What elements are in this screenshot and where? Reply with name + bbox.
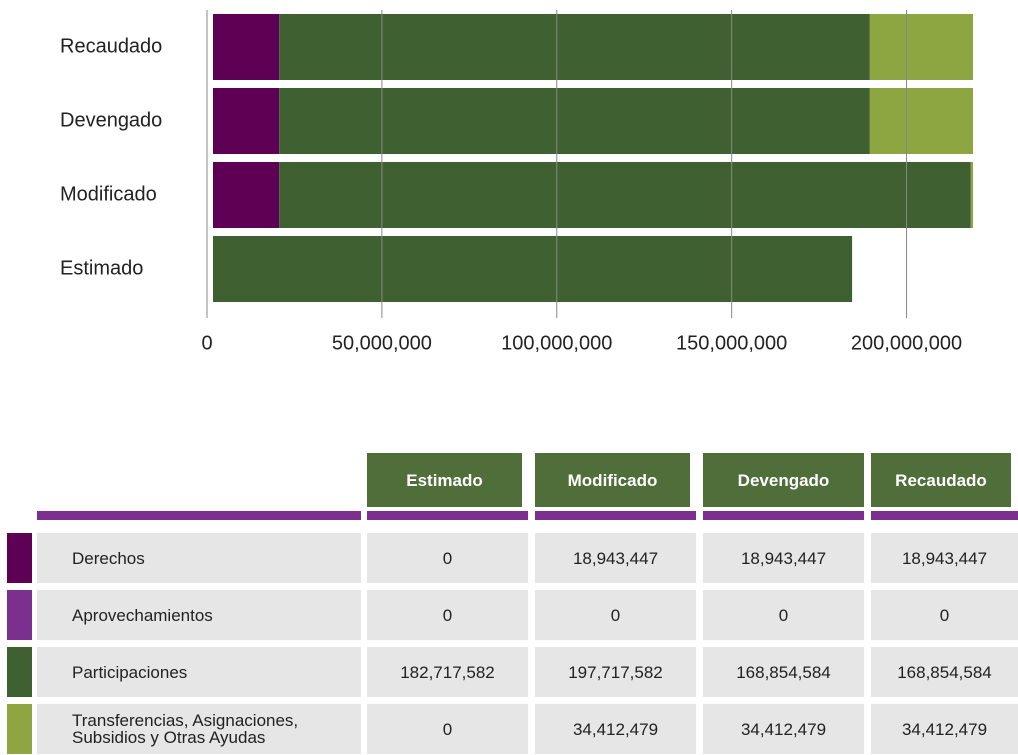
- cell-text: 168,854,584: [736, 662, 831, 682]
- header-rule: [703, 511, 864, 520]
- cell-text: 0: [442, 719, 453, 739]
- cell-text: Recaudado: [895, 470, 987, 490]
- cell-text: Participaciones: [72, 662, 188, 682]
- cell-text: 34,412,479: [572, 719, 659, 739]
- y-tick-label: Devengado: [60, 109, 162, 131]
- table-cell: 34,412,479: [535, 704, 696, 754]
- cell-text: 18,943,447: [901, 548, 988, 568]
- cell-text: 18,943,447: [740, 548, 827, 568]
- cell-text: 0: [610, 605, 621, 625]
- column-header: Recaudado: [871, 453, 1011, 507]
- row-label: Derechos: [37, 533, 361, 583]
- table-cell: 34,412,479: [703, 704, 864, 754]
- bars: [213, 14, 973, 302]
- table-cell: 182,717,582: [367, 647, 528, 697]
- y-tick-label: Estimado: [60, 257, 143, 279]
- bar-segment: [213, 88, 280, 154]
- bar-segment: [970, 162, 973, 228]
- cell-text: 182,717,582: [400, 662, 495, 682]
- table-cell: 18,943,447: [871, 533, 1018, 583]
- legend-swatch: [7, 647, 32, 697]
- bar-segment: [279, 88, 870, 154]
- cell-text: Estimado: [406, 470, 483, 490]
- table-cell: 0: [871, 590, 1018, 640]
- row-label: Participaciones: [37, 647, 361, 697]
- bar-segment: [869, 88, 973, 154]
- bar-segment: [213, 162, 280, 228]
- table-cell: 0: [367, 533, 528, 583]
- column-header: Modificado: [535, 453, 690, 507]
- row-label: Transferencias, Asignaciones, Subsidios …: [37, 704, 361, 754]
- cell-text: 0: [442, 548, 453, 568]
- x-tick-label: 50,000,000: [332, 332, 432, 354]
- legend-swatch: [7, 590, 32, 640]
- x-tick-label: 100,000,000: [501, 332, 612, 354]
- header-rule: [535, 511, 696, 520]
- bar-segment: [213, 236, 853, 302]
- bar-segment: [213, 14, 280, 80]
- header-rule: [37, 511, 361, 520]
- header-rule: [367, 511, 528, 520]
- column-header: Devengado: [703, 453, 864, 507]
- chart: 0 50,000,000 100,000,000 150,000,000 200,000…: [60, 10, 973, 354]
- table-cell: 18,943,447: [703, 533, 864, 583]
- legend-swatch: [7, 533, 32, 583]
- table-cell: 18,943,447: [535, 533, 696, 583]
- bar-segment: [869, 14, 973, 80]
- table-cell: 34,412,479: [871, 704, 1018, 754]
- table-cell: 168,854,584: [703, 647, 864, 697]
- x-tick-label: 200,000,000: [851, 332, 962, 354]
- cell-text: 0: [442, 605, 453, 625]
- y-tick-label: Modificado: [60, 183, 157, 205]
- cell-text: Derechos: [72, 548, 145, 568]
- cell-text: 34,412,479: [901, 719, 988, 739]
- cell-text: 197,717,582: [568, 662, 663, 682]
- y-tick-label: Recaudado: [60, 35, 162, 57]
- column-header: Estimado: [367, 453, 522, 507]
- table-cell: 0: [367, 704, 528, 754]
- table-cell: 197,717,582: [535, 647, 696, 697]
- cell-text: Transferencias, Asignaciones, Subsidios …: [72, 711, 299, 747]
- table-cell: 0: [535, 590, 696, 640]
- cell-text: 18,943,447: [572, 548, 659, 568]
- cell-text: 0: [939, 605, 950, 625]
- row-label: Aprovechamientos: [37, 590, 361, 640]
- x-tick-label: 150,000,000: [676, 332, 787, 354]
- table-cell: 0: [367, 590, 528, 640]
- cell-text: 0: [778, 605, 789, 625]
- table-cell: 0: [703, 590, 864, 640]
- bar-segment: [279, 162, 971, 228]
- x-tick-label: 0: [201, 332, 212, 354]
- cell-text: Modificado: [567, 470, 658, 490]
- cell-text: Aprovechamientos: [72, 605, 213, 625]
- cell-text: 168,854,584: [897, 662, 992, 682]
- table-cell: 168,854,584: [871, 647, 1018, 697]
- cell-text: Devengado: [737, 470, 830, 490]
- legend-swatch: [7, 704, 32, 754]
- bar-segment: [279, 14, 870, 80]
- header-rule: [871, 511, 1018, 520]
- cell-text: 34,412,479: [740, 719, 827, 739]
